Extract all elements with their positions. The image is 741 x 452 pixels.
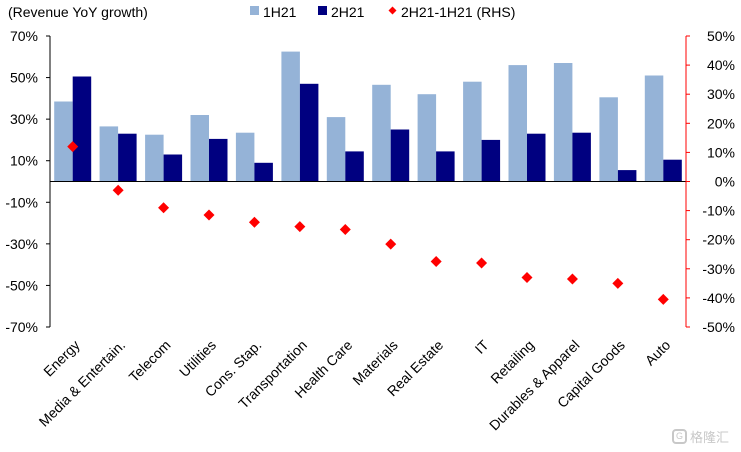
bar-2h21-12 (617, 170, 637, 182)
bar-2h21-0 (72, 76, 92, 182)
watermark-text: 格隆汇 (689, 430, 729, 445)
marker-diff-10 (521, 272, 533, 284)
plot-area: 70% 50% 30% 10% -10% -30% -50% -70% 50% 40% 30% 20%… (5, 28, 735, 433)
marker-diff-8 (430, 256, 442, 268)
watermark-logo-icon: G (671, 429, 687, 444)
bar-1h21-12 (599, 97, 618, 182)
legend-label-2: 2H21-1H21 (RHS) (401, 4, 515, 20)
marker-diff-11 (566, 273, 578, 285)
bar-1h21-10 (508, 65, 527, 182)
marker-diff-2 (158, 202, 170, 214)
y-left-tick-label-5: -30% (5, 236, 38, 252)
marker-diff-13 (657, 293, 669, 305)
bar-2h21-6 (345, 151, 364, 182)
y-right-tick-label-8: -30% (702, 261, 735, 277)
marker-diff-3 (203, 209, 215, 221)
marker-diff-1 (112, 184, 124, 196)
y-left-tick-label-2: 30% (10, 111, 38, 127)
marker-diff-0 (67, 141, 79, 153)
y-right-tick-label-4: 10% (707, 144, 735, 160)
y-left-tick-label-1: 50% (10, 70, 38, 86)
legend-swatch-1 (318, 6, 327, 15)
bar-2h21-7 (390, 129, 410, 182)
bar-1h21-7 (372, 84, 391, 182)
bar-1h21-8 (417, 94, 437, 182)
y-left-tick-label-3: 10% (10, 153, 38, 169)
legend-swatch-0 (250, 6, 259, 15)
marker-diff-6 (339, 224, 351, 236)
y-left-tick-label-6: -50% (5, 277, 38, 293)
y-right-tick-label-2: 30% (707, 86, 735, 102)
y-left-tick-label-4: -10% (5, 194, 38, 210)
legend: 1H21 2H21 2H21-1H21 (RHS) (250, 4, 515, 20)
chart-title: (Revenue YoY growth) (8, 4, 148, 20)
legend-label-0: 1H21 (263, 4, 297, 20)
y-left-tick-label-0: 70% (10, 28, 38, 44)
marker-diff-4 (248, 216, 260, 228)
marker-diff-7 (385, 238, 397, 250)
bar-2h21-5 (299, 83, 319, 182)
bar-1h21-1 (99, 126, 119, 182)
bar-1h21-5 (281, 51, 300, 182)
bar-1h21-11 (553, 63, 573, 182)
y-right-tick-label-5: 0% (715, 174, 735, 190)
bar-2h21-11 (572, 132, 591, 182)
bar-2h21-13 (663, 159, 682, 182)
bar-1h21-6 (326, 117, 346, 182)
marker-diff-12 (612, 277, 624, 289)
y-right-tick-label-10: -50% (702, 319, 735, 335)
y-right-tick-label-6: -10% (702, 203, 735, 219)
bar-2h21-2 (163, 154, 183, 182)
bar-1h21-13 (644, 75, 664, 182)
marker-diff-9 (476, 257, 488, 269)
category-label-13: Auto (642, 337, 674, 369)
y-right-tick-label-1: 40% (707, 57, 735, 73)
category-label-1: Media & Entertain. (36, 337, 129, 430)
category-label-2: Telecom (126, 337, 174, 385)
y-right-tick-label-0: 50% (707, 28, 735, 44)
watermark: G 格隆汇 (671, 427, 729, 446)
marker-diff-5 (294, 221, 306, 233)
legend-label-1: 2H21 (331, 4, 365, 20)
bar-2h21-10 (527, 133, 546, 182)
bar-2h21-8 (436, 151, 455, 182)
category-label-9: IT (472, 336, 492, 356)
y-right-tick-label-9: -40% (702, 290, 735, 306)
legend-swatch-2 (388, 6, 397, 15)
category-label-3: Utilities (176, 337, 219, 380)
bar-1h21-4 (235, 132, 255, 182)
y-right-tick-label-3: 20% (707, 115, 735, 131)
bar-1h21-9 (463, 81, 482, 182)
bar-2h21-3 (209, 138, 228, 182)
bar-1h21-3 (190, 115, 209, 182)
bar-2h21-4 (254, 162, 273, 182)
bar-2h21-9 (481, 139, 501, 182)
bar-2h21-1 (118, 133, 137, 182)
y-left-tick-label-7: -70% (5, 319, 38, 335)
category-label-0: Energy (40, 337, 83, 380)
y-right-tick-label-7: -20% (702, 232, 735, 248)
bar-1h21-2 (145, 134, 164, 182)
bar-1h21-0 (54, 101, 73, 182)
